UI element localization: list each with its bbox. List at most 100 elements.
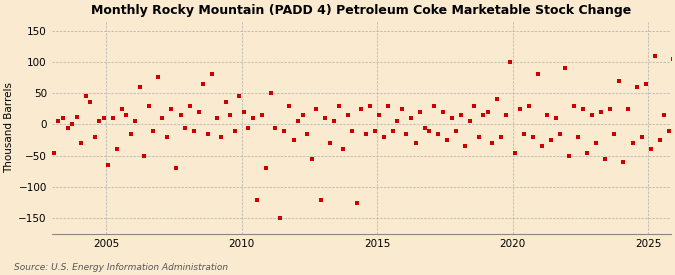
Point: [410, 141, 421, 145]
Point: [89, 135, 100, 139]
Point: [333, 103, 344, 108]
Point: [437, 110, 448, 114]
Point: [202, 132, 213, 136]
Point: [166, 106, 177, 111]
Point: [605, 106, 616, 111]
Point: [397, 106, 408, 111]
Y-axis label: Thousand Barrels: Thousand Barrels: [4, 82, 14, 173]
Point: [528, 135, 539, 139]
Point: [627, 141, 638, 145]
Point: [568, 103, 579, 108]
Point: [555, 132, 566, 136]
Point: [347, 128, 358, 133]
Point: [306, 157, 317, 161]
Point: [225, 113, 236, 117]
Point: [541, 113, 552, 117]
Point: [414, 110, 425, 114]
Point: [483, 110, 493, 114]
Point: [406, 116, 416, 120]
Point: [659, 113, 670, 117]
Point: [487, 141, 497, 145]
Point: [514, 106, 525, 111]
Point: [537, 144, 547, 148]
Point: [577, 106, 588, 111]
Point: [360, 132, 371, 136]
Point: [587, 113, 597, 117]
Point: [279, 128, 290, 133]
Point: [157, 116, 168, 120]
Point: [130, 119, 140, 123]
Point: [664, 128, 674, 133]
Point: [293, 119, 304, 123]
Point: [62, 125, 73, 130]
Title: Monthly Rocky Mountain (PADD 4) Petroleum Coke Marketable Stock Change: Monthly Rocky Mountain (PADD 4) Petroleu…: [91, 4, 631, 17]
Point: [94, 119, 105, 123]
Point: [288, 138, 299, 142]
Point: [189, 128, 200, 133]
Point: [99, 116, 109, 120]
Point: [641, 81, 651, 86]
Point: [532, 72, 543, 76]
Point: [315, 197, 326, 202]
Point: [248, 116, 259, 120]
Point: [365, 103, 376, 108]
Point: [433, 132, 443, 136]
Point: [446, 116, 457, 120]
Point: [329, 119, 340, 123]
Point: [505, 60, 516, 64]
Point: [49, 150, 59, 155]
Point: [352, 200, 362, 205]
Point: [523, 103, 534, 108]
Point: [387, 128, 398, 133]
Point: [591, 141, 601, 145]
Point: [180, 125, 190, 130]
Point: [636, 135, 647, 139]
Point: [297, 113, 308, 117]
Point: [252, 197, 263, 202]
Point: [622, 106, 633, 111]
Point: [510, 150, 520, 155]
Point: [342, 113, 353, 117]
Point: [595, 110, 606, 114]
Point: [456, 113, 466, 117]
Point: [401, 132, 412, 136]
Point: [560, 66, 570, 70]
Point: [126, 132, 136, 136]
Point: [614, 78, 624, 83]
Point: [112, 147, 123, 152]
Text: Source: U.S. Energy Information Administration: Source: U.S. Energy Information Administ…: [14, 263, 227, 272]
Point: [460, 144, 470, 148]
Point: [469, 103, 480, 108]
Point: [103, 163, 113, 167]
Point: [121, 113, 132, 117]
Point: [171, 166, 182, 170]
Point: [424, 128, 435, 133]
Point: [80, 94, 91, 98]
Point: [207, 72, 217, 76]
Point: [67, 122, 78, 127]
Point: [211, 116, 222, 120]
Point: [374, 113, 385, 117]
Point: [265, 91, 276, 95]
Point: [320, 116, 331, 120]
Point: [310, 106, 321, 111]
Point: [153, 75, 163, 80]
Point: [392, 119, 403, 123]
Point: [379, 135, 389, 139]
Point: [564, 153, 574, 158]
Point: [609, 132, 620, 136]
Point: [302, 132, 313, 136]
Point: [428, 103, 439, 108]
Point: [193, 110, 204, 114]
Point: [76, 141, 86, 145]
Point: [645, 147, 656, 152]
Point: [175, 113, 186, 117]
Point: [216, 135, 227, 139]
Point: [496, 135, 507, 139]
Point: [369, 128, 380, 133]
Point: [324, 141, 335, 145]
Point: [654, 138, 665, 142]
Point: [144, 103, 155, 108]
Point: [261, 166, 272, 170]
Point: [419, 125, 430, 130]
